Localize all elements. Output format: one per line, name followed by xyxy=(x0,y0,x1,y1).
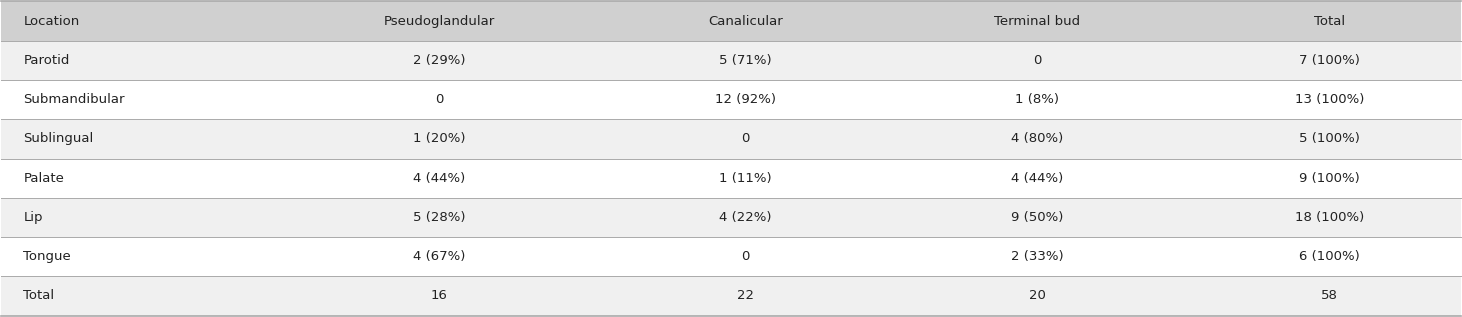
Text: 1 (8%): 1 (8%) xyxy=(1016,93,1060,106)
FancyBboxPatch shape xyxy=(1,41,1461,80)
Text: 4 (44%): 4 (44%) xyxy=(414,171,465,184)
Text: Terminal bud: Terminal bud xyxy=(994,15,1080,28)
Text: 9 (100%): 9 (100%) xyxy=(1298,171,1360,184)
Text: 20: 20 xyxy=(1029,289,1045,302)
Text: 1 (20%): 1 (20%) xyxy=(412,133,465,146)
Text: 9 (50%): 9 (50%) xyxy=(1012,211,1064,224)
Text: 58: 58 xyxy=(1320,289,1338,302)
Text: 16: 16 xyxy=(431,289,447,302)
FancyBboxPatch shape xyxy=(1,1,1461,41)
Text: 13 (100%): 13 (100%) xyxy=(1294,93,1364,106)
Text: 0: 0 xyxy=(436,93,443,106)
Text: Submandibular: Submandibular xyxy=(23,93,124,106)
Text: 18 (100%): 18 (100%) xyxy=(1295,211,1364,224)
Text: 4 (22%): 4 (22%) xyxy=(719,211,772,224)
Text: 22: 22 xyxy=(737,289,754,302)
Text: 1 (11%): 1 (11%) xyxy=(719,171,772,184)
Text: 0: 0 xyxy=(741,133,750,146)
Text: 4 (44%): 4 (44%) xyxy=(1012,171,1063,184)
Text: Location: Location xyxy=(23,15,79,28)
Text: Lip: Lip xyxy=(23,211,42,224)
Text: Total: Total xyxy=(1314,15,1345,28)
FancyBboxPatch shape xyxy=(1,276,1461,316)
Text: Tongue: Tongue xyxy=(23,250,72,263)
Text: Palate: Palate xyxy=(23,171,64,184)
Text: 4 (80%): 4 (80%) xyxy=(1012,133,1063,146)
FancyBboxPatch shape xyxy=(1,237,1461,276)
Text: 12 (92%): 12 (92%) xyxy=(715,93,776,106)
Text: 5 (71%): 5 (71%) xyxy=(719,54,772,67)
Text: 0: 0 xyxy=(1034,54,1041,67)
FancyBboxPatch shape xyxy=(1,80,1461,119)
Text: 2 (29%): 2 (29%) xyxy=(412,54,465,67)
Text: Canalicular: Canalicular xyxy=(708,15,784,28)
Text: 2 (33%): 2 (33%) xyxy=(1012,250,1064,263)
Text: Pseudoglandular: Pseudoglandular xyxy=(383,15,494,28)
Text: 4 (67%): 4 (67%) xyxy=(412,250,465,263)
Text: Parotid: Parotid xyxy=(23,54,70,67)
FancyBboxPatch shape xyxy=(1,198,1461,237)
FancyBboxPatch shape xyxy=(1,119,1461,158)
Text: 5 (100%): 5 (100%) xyxy=(1298,133,1360,146)
Text: 6 (100%): 6 (100%) xyxy=(1298,250,1360,263)
Text: 7 (100%): 7 (100%) xyxy=(1298,54,1360,67)
FancyBboxPatch shape xyxy=(1,158,1461,198)
Text: Sublingual: Sublingual xyxy=(23,133,94,146)
Text: Total: Total xyxy=(23,289,54,302)
Text: 0: 0 xyxy=(741,250,750,263)
Text: 5 (28%): 5 (28%) xyxy=(412,211,465,224)
